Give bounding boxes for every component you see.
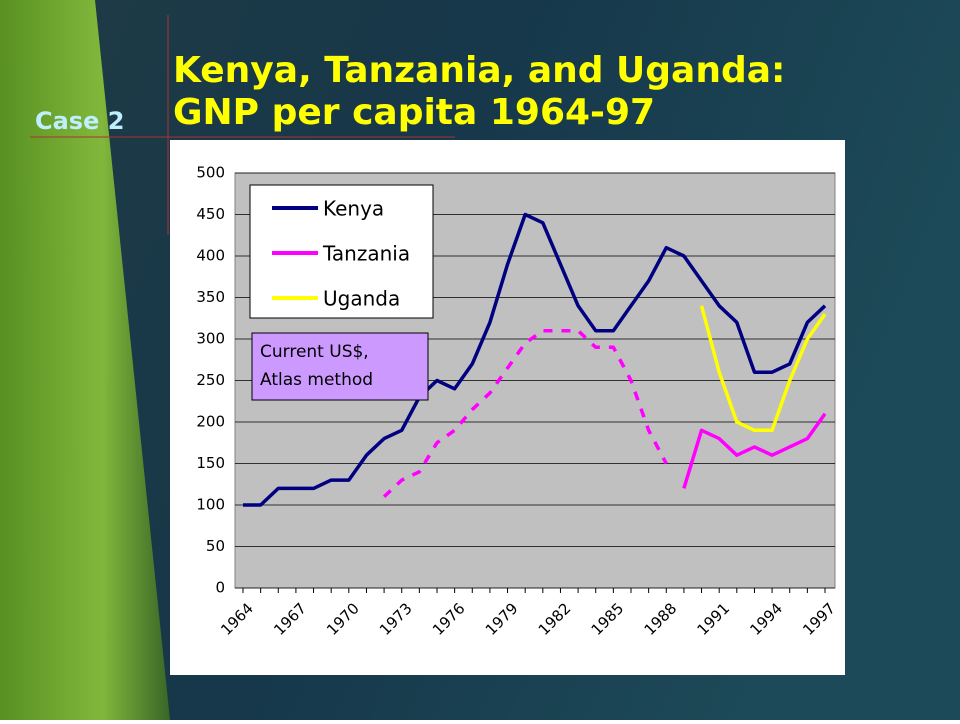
y-tick-label: 400 <box>196 247 225 265</box>
y-tick-label: 350 <box>196 288 225 306</box>
series-line <box>699 305 827 433</box>
chart-subtitle: GNP per capita 1964-97 <box>173 92 655 133</box>
annotation-box <box>251 332 429 401</box>
y-tick-label: 0 <box>215 579 225 597</box>
y-tick-label: 500 <box>196 164 225 182</box>
series-line <box>243 212 827 507</box>
y-tick-label: 100 <box>196 496 225 514</box>
chart-title: Kenya, Tanzania, and Uganda: <box>173 50 785 91</box>
y-tick-label: 450 <box>196 205 225 223</box>
y-tick-label: 300 <box>196 330 225 348</box>
green-band <box>0 0 170 720</box>
legend-label: Uganda <box>323 287 400 311</box>
case-label: Case 2 <box>35 107 124 135</box>
y-tick-label: 50 <box>206 537 225 555</box>
annotation: Current US$, <box>260 342 369 362</box>
y-tick-label: 200 <box>196 413 225 431</box>
annotation: Atlas method <box>260 370 373 390</box>
legend-label: Kenya <box>323 197 384 221</box>
y-tick-label: 150 <box>196 454 225 472</box>
y-tick-label: 250 <box>196 371 225 389</box>
series-line <box>682 412 827 489</box>
legend-label: Tanzania <box>322 242 410 266</box>
